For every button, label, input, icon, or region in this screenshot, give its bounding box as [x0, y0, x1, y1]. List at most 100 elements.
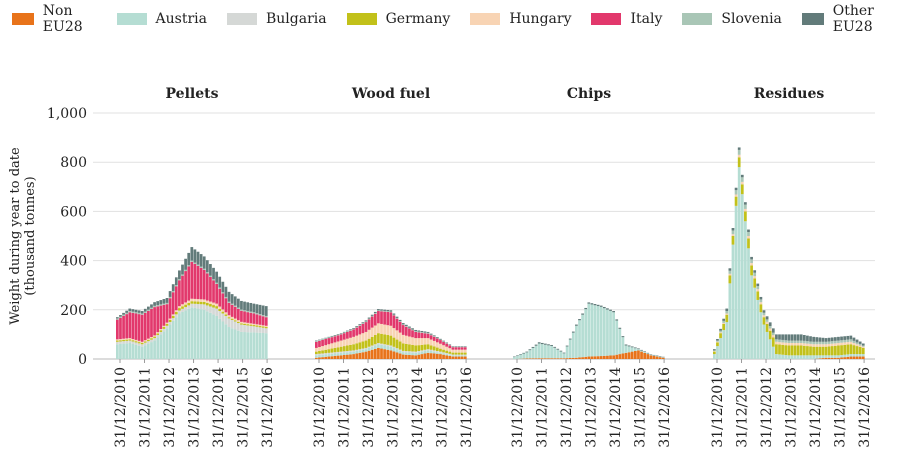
- bar-segment-austria: [627, 346, 631, 353]
- bar-stack: [531, 346, 535, 359]
- bar-stack: [174, 277, 178, 359]
- bar-stack: [236, 298, 240, 359]
- bar-segment-non-eu28: [342, 355, 346, 359]
- bar-segment-non-eu28: [435, 353, 439, 359]
- bar-segment-hungary: [205, 300, 209, 303]
- bar-segment-austria: [818, 355, 822, 359]
- bar-segment-austria: [246, 332, 250, 359]
- bar-segment-germany: [849, 344, 853, 355]
- bar-segment-non-eu28: [442, 354, 445, 359]
- bar-segment-hungary: [818, 344, 822, 347]
- bar-segment-slovenia: [128, 311, 132, 313]
- bar-segment-slovenia: [793, 340, 797, 344]
- bar-segment-italy: [236, 308, 240, 321]
- bar-segment-hungary: [404, 335, 408, 344]
- bar-segment-bulgaria: [429, 349, 433, 351]
- bar-segment-other-eu28: [370, 314, 374, 316]
- bar-stack: [627, 345, 631, 359]
- bar-segment-hungary: [408, 336, 411, 345]
- bar-stack: [380, 309, 383, 359]
- bar-segment-other-eu28: [404, 324, 408, 327]
- bar-segment-non-eu28: [655, 356, 659, 359]
- bar-segment-italy: [184, 271, 187, 303]
- bar-segment-slovenia: [802, 340, 806, 344]
- bar-segment-austria: [858, 354, 862, 357]
- bar-segment-germany: [209, 304, 212, 307]
- bar-stack: [131, 309, 135, 359]
- bar-segment-austria: [753, 287, 757, 359]
- bar-segment-bulgaria: [330, 352, 334, 354]
- bar-segment-austria: [150, 342, 153, 359]
- bar-segment-italy: [178, 280, 181, 307]
- bar-segment-non-eu28: [575, 357, 578, 359]
- bar-segment-italy: [162, 304, 166, 326]
- bar-segment-other-eu28: [765, 316, 769, 320]
- bar-segment-austria: [596, 306, 600, 357]
- bar-segment-austria: [125, 343, 129, 359]
- bar-segment-other-eu28: [827, 337, 831, 342]
- bar-stack: [246, 302, 250, 359]
- bar-segment-non-eu28: [528, 358, 532, 359]
- bar-stack: [618, 327, 622, 359]
- bar-segment-non-eu28: [596, 356, 600, 359]
- bar-segment-hungary: [171, 314, 175, 316]
- bar-segment-austria: [806, 355, 809, 359]
- bar-stack: [725, 308, 729, 359]
- bar-segment-other-eu28: [550, 344, 553, 346]
- bar-segment-other-eu28: [395, 316, 399, 318]
- bar-segment-austria: [734, 205, 738, 359]
- bar-segment-germany: [747, 238, 750, 249]
- bar-stack: [849, 335, 853, 359]
- bar-segment-hungary: [153, 335, 156, 337]
- bar-segment-italy: [401, 325, 405, 335]
- bar-segment-austria: [633, 348, 637, 352]
- bar-segment-germany: [793, 345, 797, 356]
- bar-segment-other-eu28: [547, 344, 550, 346]
- bar-segment-non-eu28: [463, 356, 467, 359]
- bar-segment-hungary: [358, 334, 362, 343]
- bar-segment-germany: [837, 345, 840, 356]
- bar-segment-italy: [339, 334, 343, 341]
- bar-segment-bulgaria: [324, 353, 328, 355]
- bar-segment-other-eu28: [392, 313, 396, 315]
- bar-stack: [649, 354, 653, 359]
- bar-segment-austria: [258, 332, 262, 359]
- bar-segment-other-eu28: [534, 344, 538, 346]
- bar-segment-austria: [759, 312, 763, 359]
- bar-segment-slovenia: [243, 310, 246, 312]
- bar-segment-austria: [184, 310, 187, 359]
- bar-stack: [258, 304, 262, 359]
- bar-segment-germany: [364, 340, 368, 348]
- bar-segment-italy: [174, 286, 178, 311]
- bar-segment-germany: [722, 323, 726, 331]
- bar-segment-other-eu28: [737, 147, 741, 150]
- bar-stack: [593, 304, 597, 359]
- bar-segment-bulgaria: [233, 321, 237, 330]
- y-axis-label-line: (thousand tonnes): [23, 176, 38, 295]
- bar-segment-austria: [423, 351, 427, 354]
- bar-stack: [596, 304, 600, 359]
- bar-segment-bulgaria: [395, 348, 399, 350]
- bar-stack: [815, 337, 819, 359]
- bar-segment-hungary: [722, 322, 726, 324]
- bar-segment-hungary: [793, 343, 797, 346]
- bar-segment-slovenia: [258, 314, 262, 316]
- bar-segment-germany: [218, 308, 222, 312]
- bar-segment-germany: [318, 351, 321, 354]
- bar-stack: [134, 309, 138, 359]
- bar-segment-italy: [367, 319, 371, 330]
- bar-segment-italy: [230, 304, 234, 317]
- bar-segment-hungary: [750, 263, 753, 266]
- bar-segment-hungary: [775, 341, 778, 345]
- bar-segment-germany: [184, 304, 187, 308]
- bar-segment-austria: [454, 355, 458, 357]
- legend-swatch: [801, 13, 824, 25]
- bar-stack: [318, 339, 321, 359]
- bar-segment-italy: [448, 345, 452, 349]
- bar-segment-austria: [370, 346, 374, 350]
- bar-segment-other-eu28: [716, 339, 719, 341]
- bar-segment-austria: [793, 355, 797, 359]
- bar-segment-other-eu28: [181, 264, 184, 275]
- bar-segment-non-eu28: [318, 357, 321, 359]
- bar-segment-other-eu28: [821, 337, 825, 342]
